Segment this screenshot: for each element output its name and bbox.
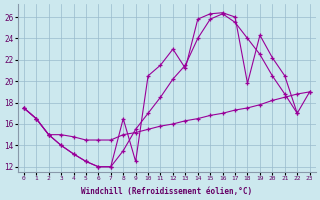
X-axis label: Windchill (Refroidissement éolien,°C): Windchill (Refroidissement éolien,°C) xyxy=(81,187,252,196)
